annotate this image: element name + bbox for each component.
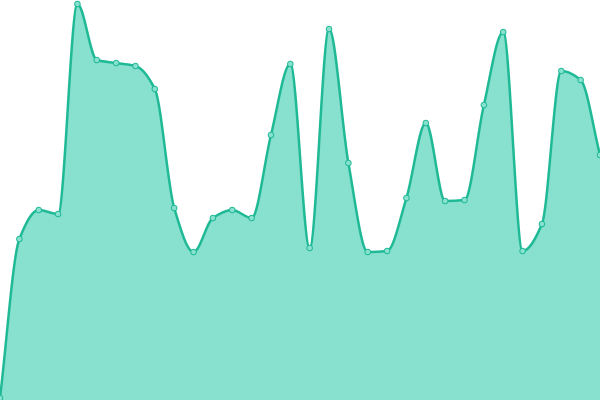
point bbox=[0, 394, 4, 400]
point bbox=[538, 220, 546, 228]
point bbox=[112, 59, 120, 67]
point bbox=[461, 196, 468, 204]
point bbox=[35, 206, 43, 214]
point bbox=[364, 248, 372, 256]
point bbox=[596, 151, 600, 159]
point bbox=[480, 101, 488, 109]
point bbox=[383, 247, 391, 255]
point bbox=[93, 56, 101, 64]
point bbox=[441, 197, 449, 205]
point bbox=[248, 214, 255, 222]
point bbox=[577, 76, 584, 84]
point bbox=[287, 60, 294, 68]
point bbox=[151, 85, 159, 93]
point bbox=[403, 194, 410, 202]
point bbox=[170, 204, 178, 212]
point bbox=[345, 159, 352, 167]
point bbox=[325, 25, 333, 33]
point bbox=[190, 248, 197, 256]
point bbox=[499, 28, 507, 36]
point bbox=[74, 0, 81, 8]
point bbox=[306, 244, 313, 252]
point bbox=[557, 67, 565, 75]
point bbox=[132, 62, 139, 70]
point bbox=[422, 119, 430, 127]
point bbox=[519, 247, 526, 255]
point bbox=[209, 214, 217, 222]
point bbox=[16, 235, 23, 243]
point bbox=[228, 206, 236, 214]
point bbox=[267, 131, 275, 139]
area bbox=[0, 4, 600, 400]
point bbox=[54, 210, 62, 218]
